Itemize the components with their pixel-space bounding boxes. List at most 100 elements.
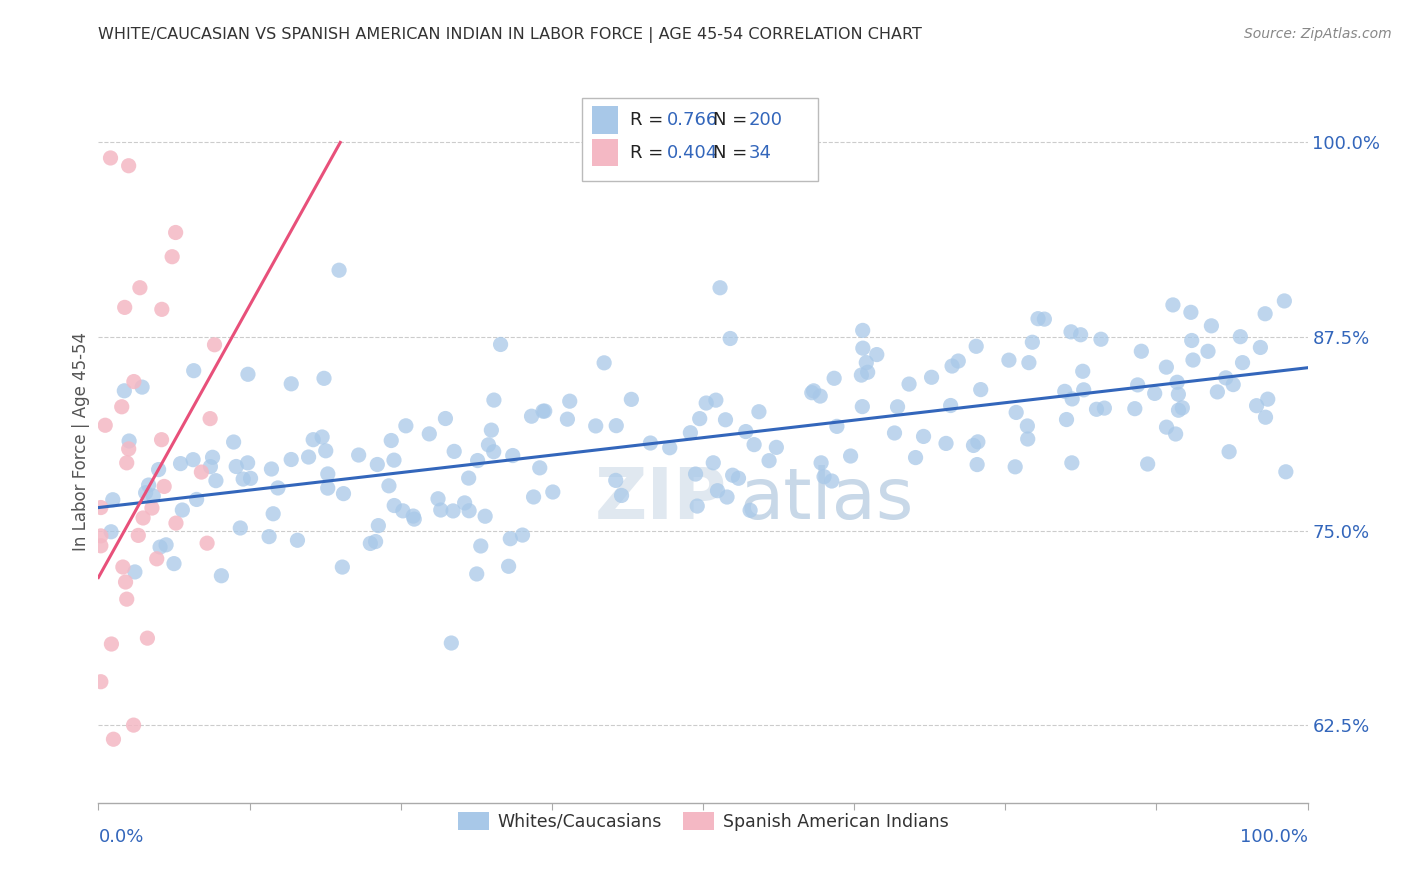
Point bbox=[689, 411, 711, 425]
Point bbox=[153, 479, 176, 493]
Point bbox=[734, 425, 756, 439]
Text: atlas: atlas bbox=[740, 465, 914, 533]
Point bbox=[1017, 419, 1039, 434]
FancyBboxPatch shape bbox=[592, 106, 619, 134]
Point bbox=[165, 516, 187, 530]
Point bbox=[1257, 392, 1279, 406]
Text: Source: ZipAtlas.com: Source: ZipAtlas.com bbox=[1244, 27, 1392, 41]
Point bbox=[1197, 344, 1219, 359]
Point bbox=[1136, 457, 1159, 471]
Point bbox=[458, 504, 481, 518]
Point bbox=[232, 472, 254, 486]
Point bbox=[702, 456, 724, 470]
Point bbox=[280, 452, 302, 467]
Point bbox=[883, 425, 905, 440]
Point bbox=[427, 491, 450, 506]
Point bbox=[966, 458, 988, 472]
Point bbox=[714, 413, 737, 427]
Point bbox=[367, 518, 389, 533]
Point bbox=[149, 540, 172, 554]
Point bbox=[1232, 356, 1254, 370]
Point bbox=[1017, 432, 1039, 446]
Point bbox=[704, 393, 727, 408]
Point bbox=[434, 411, 457, 425]
Point bbox=[1060, 456, 1083, 470]
Y-axis label: In Labor Force | Age 45-54: In Labor Force | Age 45-54 bbox=[72, 332, 90, 551]
Point bbox=[267, 481, 290, 495]
Point bbox=[1156, 360, 1178, 375]
Point bbox=[316, 467, 339, 481]
Point bbox=[499, 532, 522, 546]
Text: N =: N = bbox=[713, 111, 752, 129]
Point bbox=[315, 443, 337, 458]
Point bbox=[825, 419, 848, 434]
Point bbox=[457, 471, 479, 485]
Point bbox=[489, 337, 512, 351]
Text: 34: 34 bbox=[749, 144, 772, 161]
Text: 0.766: 0.766 bbox=[666, 111, 718, 129]
Point bbox=[1254, 410, 1277, 425]
Point bbox=[821, 474, 844, 488]
Point bbox=[429, 503, 451, 517]
Point bbox=[851, 400, 873, 414]
Point bbox=[142, 489, 165, 503]
Point bbox=[100, 524, 122, 539]
Point bbox=[160, 250, 183, 264]
Point bbox=[748, 405, 770, 419]
Point bbox=[209, 568, 232, 582]
Point bbox=[1073, 383, 1095, 397]
Point bbox=[1272, 293, 1295, 308]
Point bbox=[800, 385, 823, 400]
Point bbox=[1062, 392, 1084, 406]
Point bbox=[941, 359, 963, 373]
Point bbox=[195, 536, 218, 550]
Point bbox=[101, 492, 124, 507]
Point bbox=[1201, 318, 1223, 333]
Point bbox=[1071, 364, 1094, 378]
Point bbox=[1218, 444, 1240, 458]
Point bbox=[1021, 335, 1043, 350]
Point bbox=[1056, 412, 1078, 426]
Point bbox=[904, 450, 927, 465]
Point bbox=[90, 500, 112, 515]
Point bbox=[404, 512, 426, 526]
Point bbox=[716, 490, 738, 504]
Point bbox=[312, 371, 335, 385]
Point bbox=[100, 637, 122, 651]
Point bbox=[803, 384, 825, 398]
Point bbox=[886, 400, 908, 414]
Point bbox=[939, 399, 962, 413]
Point bbox=[685, 467, 707, 481]
Point bbox=[316, 481, 339, 495]
Point bbox=[658, 441, 681, 455]
Text: R =: R = bbox=[630, 144, 669, 161]
Point bbox=[136, 631, 159, 645]
Point bbox=[118, 159, 141, 173]
Point bbox=[366, 458, 388, 472]
Point bbox=[533, 404, 555, 418]
Point bbox=[236, 456, 259, 470]
Point bbox=[1070, 327, 1092, 342]
Point bbox=[482, 393, 505, 408]
Point bbox=[114, 301, 136, 315]
Point bbox=[163, 557, 186, 571]
Point bbox=[114, 574, 136, 589]
Point bbox=[145, 551, 167, 566]
Point bbox=[198, 411, 221, 425]
Point bbox=[332, 486, 354, 500]
Point bbox=[541, 485, 564, 500]
Point bbox=[1181, 353, 1204, 368]
Point bbox=[1053, 384, 1076, 399]
Point bbox=[111, 400, 134, 414]
Point bbox=[479, 423, 502, 437]
Point bbox=[364, 534, 387, 549]
Point bbox=[287, 533, 309, 548]
Point bbox=[965, 339, 987, 353]
Point bbox=[839, 449, 862, 463]
Point bbox=[522, 490, 544, 504]
FancyBboxPatch shape bbox=[592, 139, 619, 166]
Point bbox=[200, 459, 222, 474]
Point bbox=[866, 348, 889, 362]
Point bbox=[465, 566, 488, 581]
Point bbox=[257, 530, 280, 544]
